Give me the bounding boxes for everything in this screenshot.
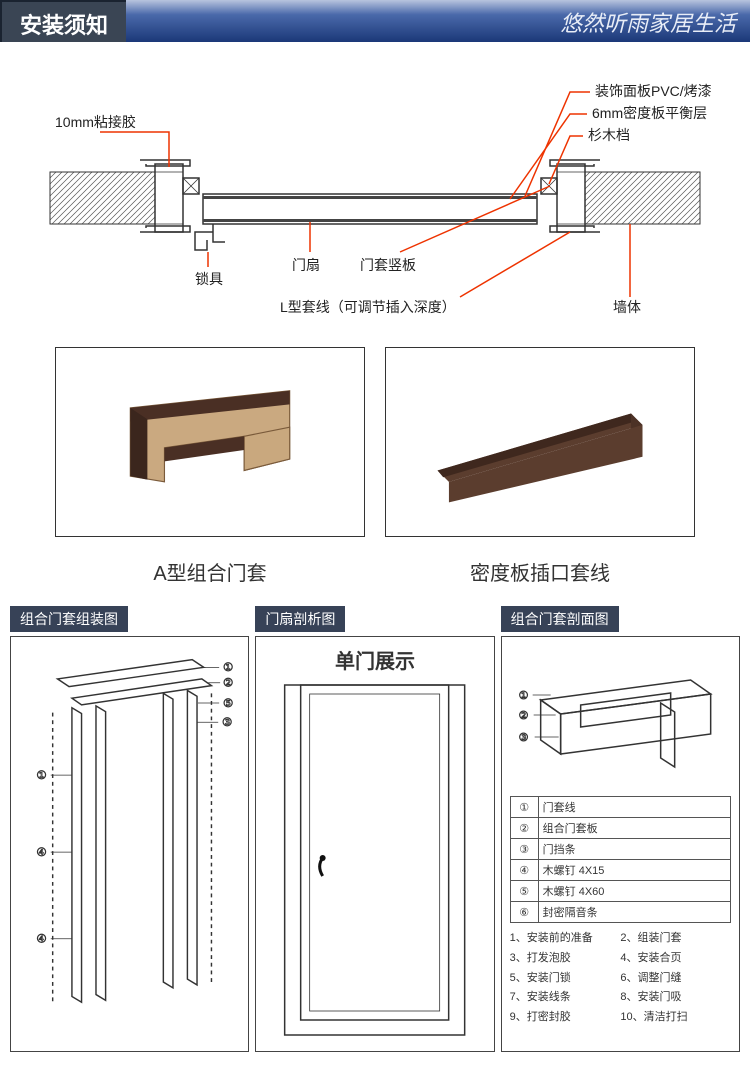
- panel-door: 门扇剖析图 单门展示: [255, 606, 494, 1052]
- panel-head-2: 门扇剖析图: [255, 606, 345, 632]
- steps-row: 7、安装线条8、安装门吸: [510, 988, 731, 1008]
- svg-text:①: ①: [518, 690, 528, 702]
- table-row: ⑤木螺钉 4X60: [510, 881, 730, 902]
- panel-body-2: 单门展示: [255, 636, 494, 1052]
- table-row: ⑥封密隔音条: [510, 902, 730, 923]
- svg-text:②: ②: [223, 678, 233, 690]
- label-l-molding: L型套线（可调节插入深度）: [280, 299, 456, 315]
- steps-row: 5、安装门锁6、调整门缝: [510, 969, 731, 989]
- label-adhesive: 10mm粘接胶: [55, 114, 136, 130]
- svg-text:③: ③: [222, 717, 232, 729]
- svg-text:①: ①: [36, 770, 46, 782]
- cross-section-diagram: 10mm粘接胶 锁具 门扇 门套竖板 L型套线（可调节插入深度） 墙体 装饰面板…: [0, 42, 750, 347]
- panel-head-3: 组合门套剖面图: [501, 606, 619, 632]
- header-brand: 悠然听雨家居生活: [126, 0, 750, 42]
- svg-text:①: ①: [223, 662, 233, 674]
- label-wall: 墙体: [613, 299, 641, 315]
- svg-text:⑤: ⑤: [223, 698, 233, 710]
- header-bar: 安装须知 悠然听雨家居生活: [0, 0, 750, 42]
- photo-card-left: A型组合门套: [55, 347, 365, 586]
- panel-section: 组合门套剖面图 ① ② ③ ①门套线②组合门套板③门挡条④木螺钉 4X15⑤木螺…: [501, 606, 740, 1052]
- svg-text:②: ②: [518, 710, 528, 722]
- table-row: ②组合门套板: [510, 818, 730, 839]
- table-row: ①门套线: [510, 797, 730, 818]
- panel-head-1: 组合门套组装图: [10, 606, 128, 632]
- panel-heading-2: 单门展示: [264, 645, 485, 674]
- photo-caption-right: 密度板插口套线: [385, 557, 695, 586]
- label-panel: 装饰面板PVC/烤漆: [595, 83, 712, 99]
- svg-text:④: ④: [36, 847, 46, 859]
- svg-text:③: ③: [518, 732, 528, 744]
- label-door-leaf: 门扇: [292, 257, 320, 273]
- header-title: 安装须知: [0, 0, 126, 42]
- photo-frame-left: [55, 347, 365, 537]
- parts-table: ①门套线②组合门套板③门挡条④木螺钉 4X15⑤木螺钉 4X60⑥封密隔音条: [510, 796, 731, 923]
- table-row: ③门挡条: [510, 839, 730, 860]
- photo-frame-right: [385, 347, 695, 537]
- svg-text:④: ④: [36, 934, 46, 946]
- photo-row: A型组合门套 密度板插口套线: [0, 347, 750, 606]
- panel-body-3: ① ② ③ ①门套线②组合门套板③门挡条④木螺钉 4X15⑤木螺钉 4X60⑥封…: [501, 636, 740, 1052]
- steps-row: 3、打发泡胶4、安装合页: [510, 949, 731, 969]
- steps-row: 9、打密封胶10、清洁打扫: [510, 1008, 731, 1028]
- label-lock: 锁具: [195, 271, 223, 287]
- tech-panels: 组合门套组装图 ① ②: [0, 606, 750, 1072]
- panel-body-1: ① ② ⑤ ③ ① ④ ④: [10, 636, 249, 1052]
- label-jamb: 门套竖板: [360, 257, 416, 273]
- install-steps: 1、安装前的准备2、组装门套3、打发泡胶4、安装合页5、安装门锁6、调整门缝7、…: [510, 929, 731, 1028]
- photo-caption-left: A型组合门套: [55, 557, 365, 586]
- table-row: ④木螺钉 4X15: [510, 860, 730, 881]
- label-fir: 杉木档: [588, 127, 630, 143]
- photo-card-right: 密度板插口套线: [385, 347, 695, 586]
- steps-row: 1、安装前的准备2、组装门套: [510, 929, 731, 949]
- label-balance: 6mm密度板平衡层: [592, 105, 707, 121]
- panel-assembly: 组合门套组装图 ① ②: [10, 606, 249, 1052]
